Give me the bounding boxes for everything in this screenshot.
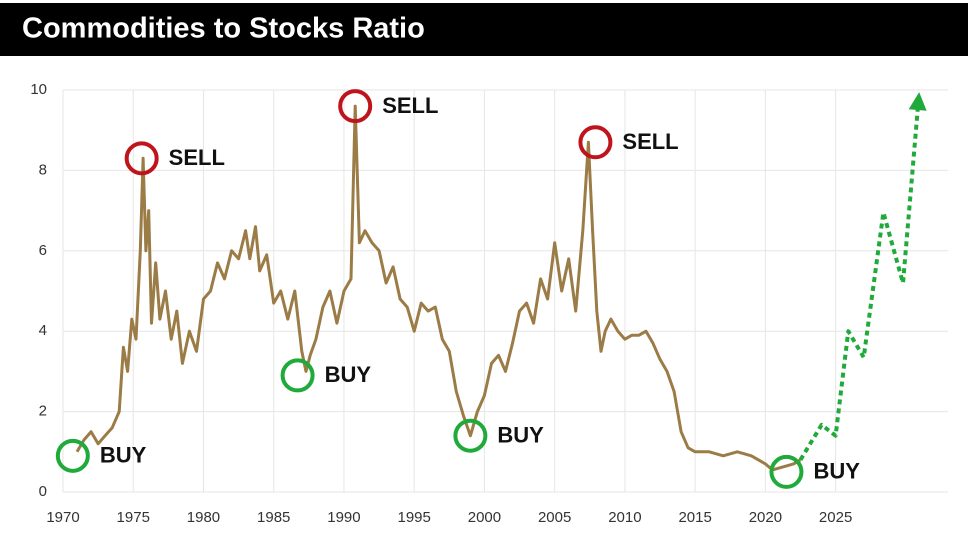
x-tick-label: 2025 (819, 509, 852, 526)
x-tick-label: 2020 (749, 509, 782, 526)
annotation-label: SELL (169, 145, 225, 170)
annotation-circle (578, 125, 613, 160)
annotation-circle (55, 438, 90, 473)
x-tick-label: 1990 (327, 509, 360, 526)
x-tick-label: 2015 (678, 509, 711, 526)
x-tick-label: 1975 (117, 509, 150, 526)
y-tick-label: 2 (39, 403, 47, 420)
annotation-circle (769, 454, 804, 489)
title-bar (0, 3, 968, 56)
y-tick-label: 0 (39, 483, 47, 500)
annotation-circle (124, 141, 159, 176)
x-tick-label: 1985 (257, 509, 290, 526)
x-tick-label: 1995 (398, 509, 431, 526)
x-tick-label: 2000 (468, 509, 501, 526)
y-tick-label: 4 (39, 322, 47, 339)
x-tick-label: 1980 (187, 509, 220, 526)
annotation-label: BUY (813, 459, 860, 484)
annotation-label: BUY (325, 362, 372, 387)
y-tick-label: 10 (30, 81, 47, 98)
x-tick-label: 2010 (608, 509, 641, 526)
x-tick-label: 1970 (46, 509, 79, 526)
y-tick-label: 6 (39, 242, 47, 259)
series-line (798, 99, 921, 461)
y-tick-label: 8 (39, 161, 47, 178)
annotation-label: SELL (382, 93, 438, 118)
annotation-label: BUY (497, 423, 544, 448)
annotation-label: SELL (622, 129, 678, 154)
annotation-circle (453, 418, 488, 453)
annotation-circle (280, 358, 315, 393)
chart-title: Commodities to Stocks Ratio (22, 13, 425, 45)
arrow-head (908, 92, 927, 111)
annotation-label: BUY (100, 443, 147, 468)
series-line (75, 104, 802, 472)
x-tick-label: 2005 (538, 509, 571, 526)
annotation-circle (338, 89, 373, 124)
